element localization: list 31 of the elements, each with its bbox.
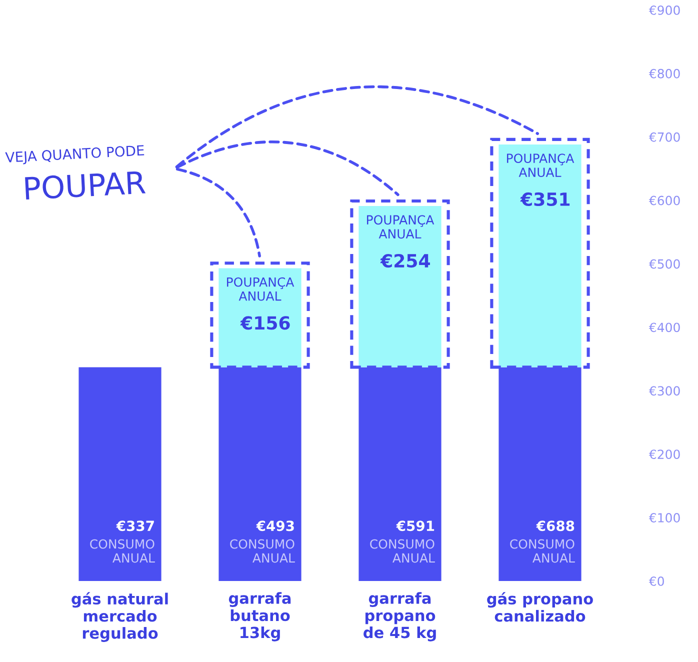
annotation: POUPAR <box>25 170 146 200</box>
y-tick-label: €400 <box>648 322 680 332</box>
text: CONSUMO ANUAL <box>510 539 575 563</box>
x-tick-label: garrafa propano de 45 kg <box>364 592 436 642</box>
annotation: VEJA QUANTO PODE <box>5 144 144 166</box>
total-label: €493 <box>256 520 294 532</box>
bar <box>78 367 162 581</box>
data-label: €156 <box>240 316 290 330</box>
total-label: €337 <box>116 520 154 532</box>
y-tick-label: €900 <box>648 5 680 15</box>
text: POUPANÇA ANUAL <box>367 215 434 239</box>
y-tick-label: €0 <box>648 576 664 586</box>
data-label: €351 <box>520 192 570 206</box>
x-tick-label: garrafa butano 13kg <box>228 592 291 642</box>
total-label: €688 <box>536 520 574 532</box>
x-tick-label: gás natural mercado regulado <box>72 592 168 642</box>
total-label: €591 <box>396 520 434 532</box>
x-tick-label: gás propano canalizado <box>487 592 593 622</box>
y-tick-label: €800 <box>648 68 680 78</box>
y-tick-label: €300 <box>648 386 680 396</box>
text: POUPANÇA ANUAL <box>227 277 294 301</box>
y-tick-label: €100 <box>648 513 680 522</box>
text: CONSUMO ANUAL <box>230 539 295 563</box>
y-tick-label: €500 <box>648 259 680 269</box>
text: CONSUMO ANUAL <box>370 539 435 563</box>
series-label: CONSUMO ANUAL <box>90 539 155 563</box>
series-label: POUPANÇA ANUAL <box>507 154 574 178</box>
y-tick-label: €700 <box>648 132 680 142</box>
y-tick-label: €600 <box>648 196 680 206</box>
y-tick-label: €200 <box>648 450 680 460</box>
data-label: €254 <box>380 254 430 268</box>
